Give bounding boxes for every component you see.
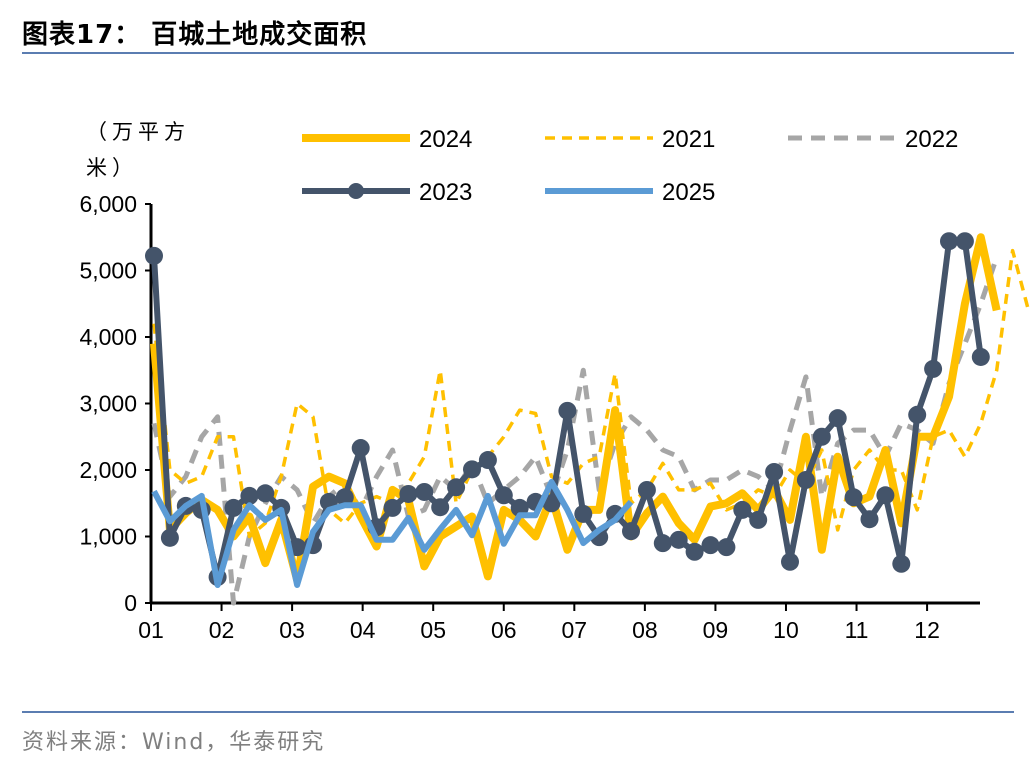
- x-tick-label: 08: [632, 617, 658, 643]
- x-tick-label: 01: [138, 617, 164, 643]
- x-tick-label: 06: [491, 617, 517, 643]
- data-point-2023: [431, 498, 450, 517]
- data-point-2023: [971, 347, 990, 366]
- legend-label-2022: 2022: [905, 126, 958, 153]
- data-point-2023: [160, 528, 179, 547]
- y-tick-label: 4,000: [79, 324, 137, 350]
- y-tick-label: 1,000: [79, 524, 137, 550]
- data-point-2023: [351, 439, 370, 458]
- data-point-2023: [240, 486, 259, 505]
- data-point-2023: [955, 232, 974, 251]
- legend-label-2021: 2021: [662, 126, 715, 153]
- y-tick-label: 2,000: [79, 457, 137, 483]
- x-tick-label: 09: [703, 617, 729, 643]
- data-point-2023: [574, 504, 593, 523]
- data-point-2023: [399, 484, 418, 503]
- x-tick-label: 03: [279, 617, 305, 643]
- legend-marker-2023: [348, 183, 364, 199]
- x-tick-label: 04: [350, 617, 376, 643]
- data-point-2023: [558, 401, 577, 420]
- data-point-2023: [908, 405, 927, 424]
- data-point-2023: [256, 484, 275, 503]
- data-point-2023: [924, 359, 943, 378]
- data-point-2023: [383, 498, 402, 517]
- data-point-2023: [765, 462, 784, 481]
- data-point-2023: [940, 232, 958, 251]
- x-tick-label: 10: [773, 617, 799, 643]
- data-point-2023: [478, 451, 497, 470]
- x-tick-label: 02: [209, 617, 235, 643]
- data-point-2023: [844, 488, 863, 507]
- series-line-2021: [152, 248, 1031, 539]
- data-point-2023: [796, 470, 815, 489]
- data-point-2023: [335, 488, 354, 507]
- data-point-2023: [685, 542, 704, 561]
- data-point-2023: [145, 246, 163, 265]
- data-point-2023: [622, 522, 640, 541]
- data-point-2023: [494, 486, 513, 505]
- figure-title: 图表17： 百城土地成交面积: [22, 20, 368, 50]
- source-note: 资料来源：Wind，华泰研究: [22, 730, 326, 755]
- data-point-2023: [415, 482, 434, 501]
- y-axis-unit-label: （万平方米）: [86, 120, 190, 180]
- series-line-2022: [151, 256, 1000, 606]
- series-line-2025: [151, 479, 634, 588]
- bottom-divider: [22, 711, 1014, 713]
- x-tick-label: 11: [845, 617, 869, 643]
- data-point-2023: [892, 554, 911, 573]
- y-tick-label: 0: [124, 590, 137, 616]
- data-point-2023: [447, 478, 466, 497]
- data-point-2023: [637, 480, 656, 499]
- data-point-2023: [542, 494, 561, 513]
- data-point-2023: [717, 538, 736, 557]
- legend-label-2025: 2025: [662, 179, 715, 206]
- data-point-2023: [463, 460, 481, 479]
- data-point-2023: [701, 536, 720, 555]
- data-point-2023: [828, 409, 847, 428]
- data-point-2023: [733, 500, 752, 519]
- data-point-2023: [876, 486, 895, 505]
- top-divider: [22, 52, 1014, 54]
- x-tick-label: 12: [914, 617, 940, 643]
- x-tick-label: 05: [420, 617, 446, 643]
- data-point-2023: [781, 552, 799, 571]
- legend-label-2023: 2023: [419, 179, 472, 206]
- data-point-2023: [860, 510, 879, 529]
- data-point-2023: [749, 510, 768, 529]
- data-point-2023: [669, 530, 688, 549]
- data-point-2023: [653, 534, 672, 553]
- x-tick-label: 07: [562, 617, 588, 643]
- legend-label-2024: 2024: [419, 126, 472, 153]
- y-tick-label: 6,000: [79, 191, 137, 217]
- y-tick-label: 5,000: [79, 258, 137, 284]
- y-tick-label: 3,000: [79, 391, 137, 417]
- data-point-2023: [812, 427, 831, 446]
- data-point-2023: [224, 498, 243, 517]
